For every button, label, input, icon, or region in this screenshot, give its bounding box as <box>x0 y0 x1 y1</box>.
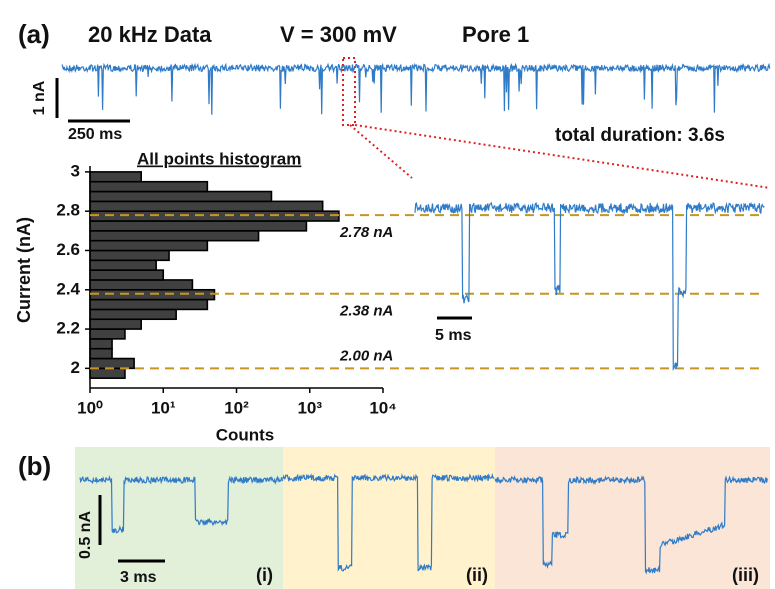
bar <box>89 259 157 271</box>
x-tick-label: 10⁰ <box>77 398 103 417</box>
bar <box>89 249 170 262</box>
panel-bg-yellow <box>283 447 495 589</box>
bar <box>89 239 209 252</box>
bar <box>89 318 142 330</box>
histogram-title: All points histogram <box>137 149 301 168</box>
level-label: 2.00 nA <box>339 347 393 364</box>
bar <box>89 230 260 242</box>
zoom-line <box>349 124 413 179</box>
scale-label: 5 ms <box>435 327 472 344</box>
x-tick-label: 10¹ <box>151 398 176 417</box>
zoom-box <box>342 57 356 126</box>
header-text: 20 kHz Data <box>88 22 212 47</box>
bar <box>89 279 194 291</box>
x-axis-label: Counts <box>216 425 275 444</box>
panel-label: (b) <box>18 451 51 481</box>
bar <box>89 190 273 203</box>
panel-label: (a) <box>18 19 50 49</box>
panel-bg-green <box>75 447 283 589</box>
y-tick-label: 2.6 <box>56 240 80 259</box>
panel-bg-salmon <box>495 447 770 589</box>
level-label: 2.38 nA <box>339 303 393 320</box>
bar <box>89 298 209 311</box>
current-trace <box>79 475 284 534</box>
current-trace <box>414 201 765 371</box>
bar <box>89 171 142 183</box>
trace-label: (iii) <box>732 565 759 585</box>
scale-label: 1 nA <box>31 80 48 115</box>
scale-label: 250 ms <box>68 126 122 143</box>
header-text: Pore 1 <box>462 22 529 47</box>
y-tick-label: 2.8 <box>56 201 80 220</box>
x-tick-label: 10² <box>224 398 249 417</box>
bar <box>89 269 165 281</box>
bar <box>89 220 308 232</box>
bar <box>89 367 126 379</box>
y-tick-label: 2.2 <box>56 319 80 338</box>
y-tick-label: 2.4 <box>56 279 80 298</box>
trace-label: (ii) <box>466 565 488 585</box>
bar <box>89 308 177 321</box>
bar <box>89 357 135 370</box>
duration-label: total duration: 3.6s <box>555 125 725 146</box>
y-tick-label: 2 <box>71 358 80 377</box>
trace-label: (i) <box>256 565 273 585</box>
level-label: 2.78 nA <box>339 224 393 241</box>
bar <box>89 338 113 350</box>
y-tick-label: 3 <box>71 161 80 180</box>
scale-label: 3 ms <box>120 569 157 586</box>
bar <box>89 180 209 193</box>
current-trace <box>61 62 771 115</box>
bar <box>89 347 113 360</box>
scale-label: 0.5 nA <box>77 511 94 559</box>
bar <box>89 328 126 340</box>
header-text: V = 300 mV <box>280 22 397 47</box>
y-axis-label: Current (nA) <box>14 217 34 323</box>
current-trace <box>494 474 768 575</box>
bar <box>89 200 324 212</box>
x-tick-label: 10⁴ <box>369 398 396 417</box>
x-tick-label: 10³ <box>297 398 322 417</box>
current-trace <box>282 472 495 572</box>
